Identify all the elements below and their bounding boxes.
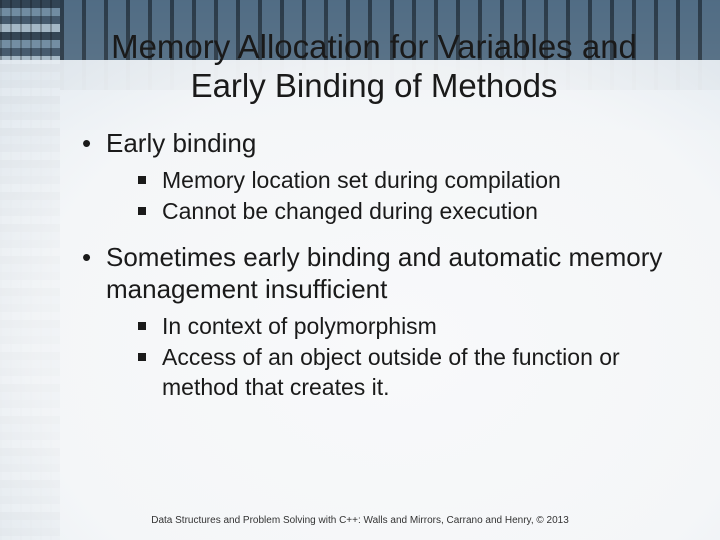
sub-item: Cannot be changed during execution (106, 197, 670, 226)
sub-item: Access of an object outside of the funct… (106, 343, 670, 402)
sub-item: Memory location set during compilation (106, 166, 670, 195)
bullet-text: Early binding (106, 128, 256, 158)
bullet-item: Early binding Memory location set during… (78, 128, 670, 227)
sub-item: In context of polymorphism (106, 312, 670, 341)
bullet-text: Sometimes early binding and automatic me… (106, 242, 662, 304)
sub-list: Memory location set during compilation C… (106, 166, 670, 227)
sub-list: In context of polymorphism Access of an … (106, 312, 670, 402)
slide-title: Memory Allocation for Variables and Earl… (78, 28, 670, 106)
bullet-item: Sometimes early binding and automatic me… (78, 242, 670, 402)
footer-citation: Data Structures and Problem Solving with… (0, 515, 720, 526)
bullet-list: Early binding Memory location set during… (78, 128, 670, 402)
slide: Memory Allocation for Variables and Earl… (0, 0, 720, 540)
